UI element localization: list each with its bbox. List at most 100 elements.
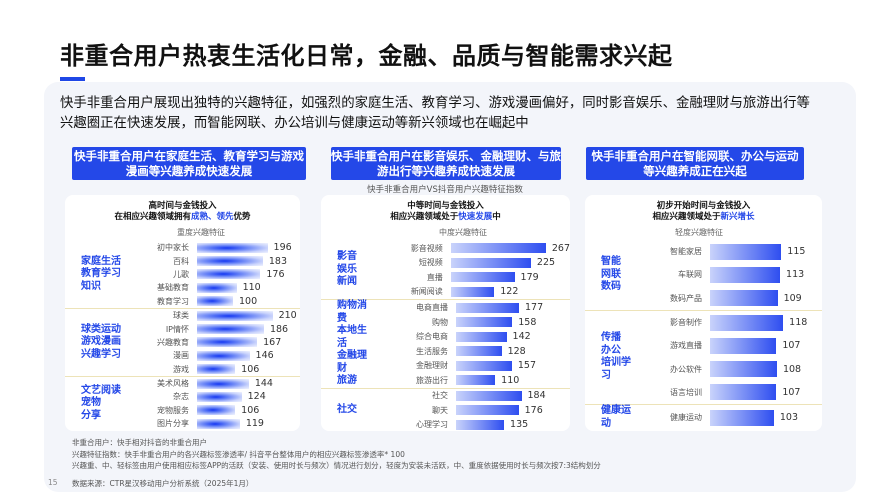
bar xyxy=(456,360,512,371)
group-rows: 美术风格 144 杂志 124 宠物服务 106 图片分享 119 xyxy=(121,377,273,431)
bar-row: IP情怀 186 xyxy=(121,322,297,335)
bar xyxy=(197,418,240,429)
interest-group: 球类运动 游戏漫画 兴趣学习 球类 210 IP情怀 186 兴趣教育 167 漫画 146 游戏… xyxy=(65,309,300,377)
bar-value: 107 xyxy=(782,340,801,352)
bar-label: 游戏 xyxy=(173,364,189,374)
panel-heavy: 高时间与金钱投入 在相应兴趣领域拥有成熟、领先优势 重度兴趣特征 家庭生活 教育学习 … xyxy=(65,195,300,431)
group-label: 健康运动 xyxy=(601,405,631,429)
bar xyxy=(197,296,233,307)
bar-row: 漫画 146 xyxy=(121,349,297,362)
bar xyxy=(456,317,513,327)
bar xyxy=(710,409,774,426)
group-rows: 影音制作 118 游戏直播 107 办公软件 108 语言培训 107 xyxy=(636,311,807,404)
bar xyxy=(450,257,531,268)
bar xyxy=(456,375,496,385)
page-title: 非重合用户热衷生活化日常，金融、品质与智能需求兴起 xyxy=(60,42,673,70)
bar-row: 初中家长 196 xyxy=(121,241,292,254)
bar-label: 心理学习 xyxy=(416,420,448,430)
bar-label: 聊天 xyxy=(432,405,448,415)
group-rows: 智能家居 115 车联网 113 数码产品 109 xyxy=(636,240,805,310)
bar-value: 106 xyxy=(241,404,260,416)
panel-title-part: 中 xyxy=(492,212,501,222)
bar-label: 购物 xyxy=(432,317,448,327)
bar xyxy=(197,350,250,361)
data-source: 数据来源：CTR星汉移动用户分析系统（2025年1月） xyxy=(72,479,254,488)
bar-row: 直播 179 xyxy=(367,270,570,285)
group-rows: 社交 184 聊天 176 心理学习 135 xyxy=(372,389,546,433)
bar xyxy=(450,243,546,254)
bar-value: 267 xyxy=(551,242,570,254)
panel-title: 高时间与金钱投入 在相应兴趣领域拥有成熟、领先优势 xyxy=(65,201,300,223)
bar-label: 漫画 xyxy=(173,351,189,361)
interest-group: 购物消费 本地生活 金融理财 旅游 电商直播 177 购物 158 综合电商 142 生活服务… xyxy=(321,300,570,389)
group-label: 球类运动 游戏漫画 兴趣学习 xyxy=(81,323,121,360)
bar xyxy=(197,256,263,267)
bar-value: 103 xyxy=(779,412,798,424)
bar xyxy=(197,364,236,375)
panel-title: 中等时间与金钱投入 相应兴趣领域处于快速发展中 xyxy=(321,201,570,223)
bar-label: 球类 xyxy=(173,311,189,321)
group-label: 传播 办公 培训学习 xyxy=(601,332,631,381)
footnote: 非重合用户：快手相对抖音的非重合用户 xyxy=(72,438,207,447)
bar-value: 118 xyxy=(789,317,808,329)
bar-value: 119 xyxy=(245,418,264,430)
bar-value: 106 xyxy=(241,363,260,375)
bar-label: 健康运动 xyxy=(670,413,702,423)
bar-value: 196 xyxy=(273,242,292,254)
bar xyxy=(197,378,249,389)
bar-label: 直播 xyxy=(426,272,443,282)
group-rows: 电商直播 177 购物 158 综合电商 142 生活服务 128 金融理财 157 旅游出行 110 xyxy=(372,300,543,387)
bar-label: 影音制作 xyxy=(670,318,702,328)
bar xyxy=(456,331,507,342)
bar xyxy=(456,390,522,401)
bar-row: 健康运动 103 xyxy=(636,406,798,429)
bar-label: 游戏直播 xyxy=(670,341,702,351)
bar xyxy=(197,391,242,402)
footnote: 兴趣重、中、轻标签由用户使用相应标签APP的活跃（安装、使用时长与频次）情况进行… xyxy=(72,461,601,470)
panel-title-line2: 相应兴趣领域处于新兴增长 xyxy=(585,212,822,223)
bar-row: 图片分享 119 xyxy=(121,417,273,430)
bar xyxy=(197,405,236,416)
panel-title: 初步开始时间与金钱投入 相应兴趣领域处于新兴增长 xyxy=(585,201,822,223)
page-number: 15 xyxy=(48,478,58,487)
bar-value: 110 xyxy=(501,374,520,386)
bar xyxy=(710,243,782,260)
bar-row: 教育学习 100 xyxy=(121,295,292,308)
interest-level-label: 轻度兴趣特征 xyxy=(675,228,723,237)
panel-medium: 中等时间与金钱投入 相应兴趣领域处于快速发展中 中度兴趣特征 影音娱乐 新闻 影音视频 2… xyxy=(321,195,570,431)
interest-level-label: 中度兴趣特征 xyxy=(439,228,487,237)
bar-label: 智能家居 xyxy=(670,247,702,257)
bar-label: 新闻阅读 xyxy=(410,287,443,297)
bar-row: 影音视频 267 xyxy=(367,241,570,256)
bar xyxy=(710,266,781,283)
bar-row: 短视频 225 xyxy=(367,256,570,271)
panel-title-part: 新兴增长 xyxy=(720,212,755,222)
groups: 家庭生活 教育学习 知识 初中家长 196 百科 183 儿歌 176 基础教育 110 教育学习… xyxy=(65,241,300,430)
bar-label: IP情怀 xyxy=(165,324,189,334)
interest-group: 文艺阅读 宠物 分享 美术风格 144 杂志 124 宠物服务 106 图片分享 119 xyxy=(65,377,300,431)
bar-label: 影音视频 xyxy=(410,243,443,253)
panel-title-line2: 在相应兴趣领域拥有成熟、领先优势 xyxy=(65,212,300,223)
bar-value: 109 xyxy=(783,292,802,304)
group-label: 智能 网联 数码 xyxy=(601,256,621,293)
bar-row: 游戏 106 xyxy=(121,363,297,376)
bar-value: 135 xyxy=(510,419,529,431)
bar-label: 初中家长 xyxy=(157,243,189,253)
bar-value: 179 xyxy=(520,271,539,283)
bar xyxy=(456,346,502,356)
bar xyxy=(456,405,519,416)
panel-title-part: 相应兴趣领域处于 xyxy=(652,212,721,222)
bar-value: 146 xyxy=(255,350,274,362)
bar-label: 杂志 xyxy=(173,392,189,402)
panel-title-line1: 中等时间与金钱投入 xyxy=(407,201,484,211)
bar-row: 聊天 176 xyxy=(372,403,546,418)
bar-value: 167 xyxy=(263,336,282,348)
interest-group: 影音娱乐 新闻 影音视频 267 短视频 225 直播 179 新闻阅读 122 xyxy=(321,241,570,300)
bar-value: 124 xyxy=(247,391,266,403)
header-heavy: 快手非重合用户在家庭生活、教育学习与游戏漫画等兴趣养成快速发展 xyxy=(72,147,306,180)
bar-row: 球类 210 xyxy=(121,309,297,322)
group-label: 文艺阅读 宠物 分享 xyxy=(81,384,121,421)
bar-row: 语言培训 107 xyxy=(636,381,807,404)
bar-value: 177 xyxy=(525,302,544,313)
bar-value: 100 xyxy=(239,295,258,307)
